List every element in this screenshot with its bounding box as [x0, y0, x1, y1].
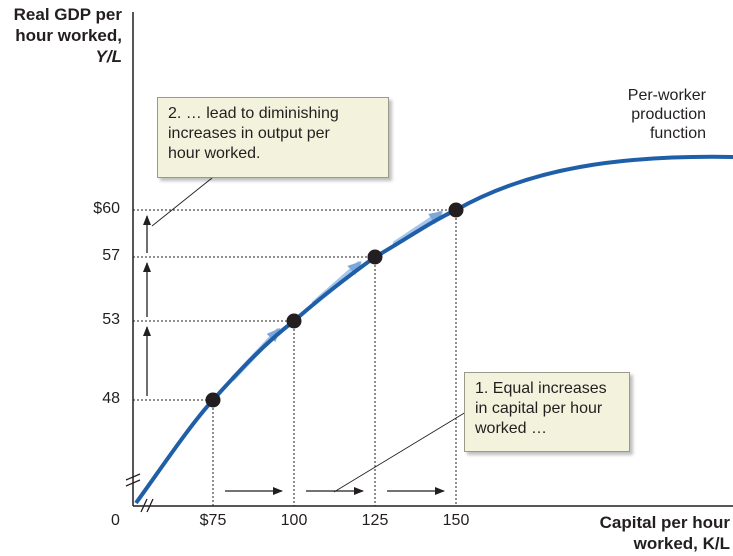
y-tick-label: $60	[93, 200, 120, 217]
data-point	[448, 202, 464, 218]
x-tick-label: 150	[442, 512, 470, 529]
data-point	[367, 249, 383, 265]
x-tick-label: $75	[199, 512, 227, 529]
x-axis-break	[140, 498, 154, 513]
curve-label: Per-worker production function	[627, 87, 706, 142]
callout2-leader	[151, 177, 213, 227]
callout-diminishing-increases: 2. … lead to diminishing increases in ou…	[157, 97, 389, 178]
callout-equal-increases: 1. Equal increases in capital per hour w…	[464, 372, 630, 452]
x-tick-label: 125	[361, 512, 389, 529]
origin-label: 0	[111, 512, 120, 529]
x-axis-label: Capital per hour worked, K/L	[599, 513, 730, 553]
y-tick-label: 48	[102, 390, 120, 407]
y-axis-break	[125, 473, 141, 487]
data-point	[286, 313, 302, 329]
production-function-curve	[134, 154, 733, 505]
dotted-guide-lines	[133, 209, 457, 506]
callout1-leader	[333, 411, 467, 493]
y-tick-label: 57	[102, 247, 120, 264]
data-point	[205, 392, 221, 408]
y-tick-label: 53	[102, 311, 120, 328]
y-axis-label: Real GDP per hour worked, Y/L	[13, 5, 122, 66]
x-tick-label: 100	[280, 512, 308, 529]
